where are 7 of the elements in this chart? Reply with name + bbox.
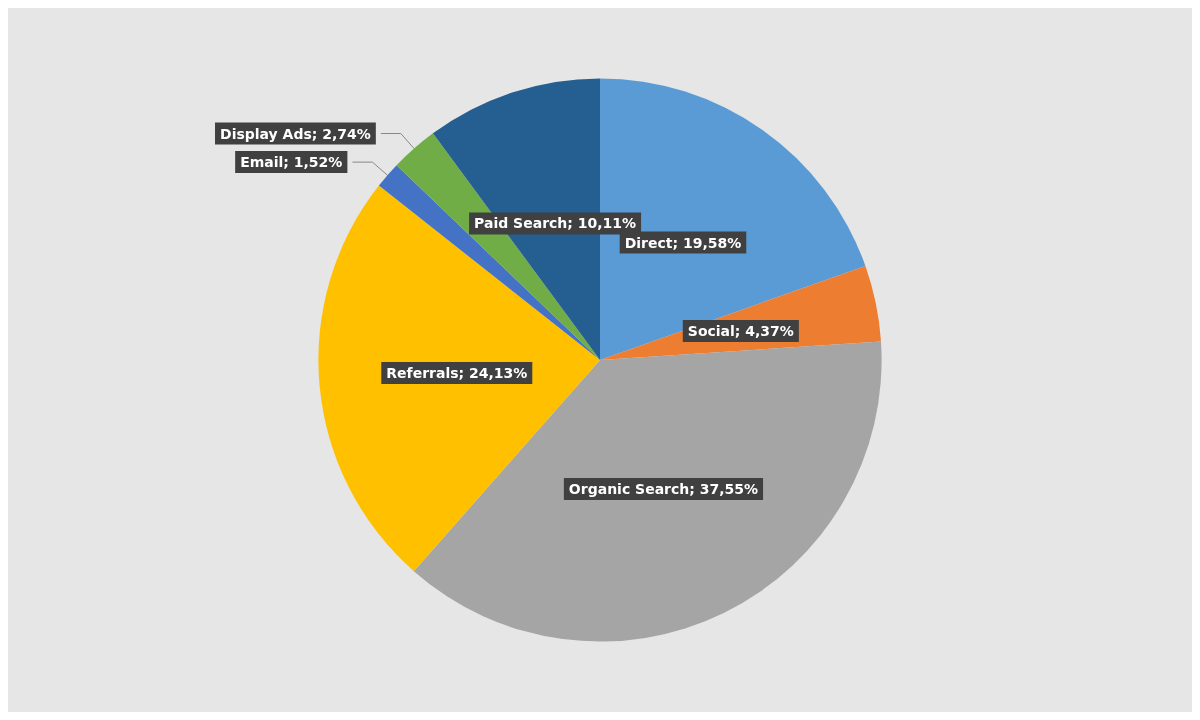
slice-label: Paid Search; 10,11% <box>474 215 637 232</box>
slice-label: Organic Search; 37,55% <box>568 481 759 498</box>
slice-label: Display Ads; 2,74% <box>220 125 371 142</box>
slice-label: Referrals; 24,13% <box>386 364 528 381</box>
slice-label: Direct; 19,58% <box>624 234 742 251</box>
slice-label: Email; 1,52% <box>240 154 343 171</box>
slice-label: Social; 4,37% <box>687 322 794 339</box>
